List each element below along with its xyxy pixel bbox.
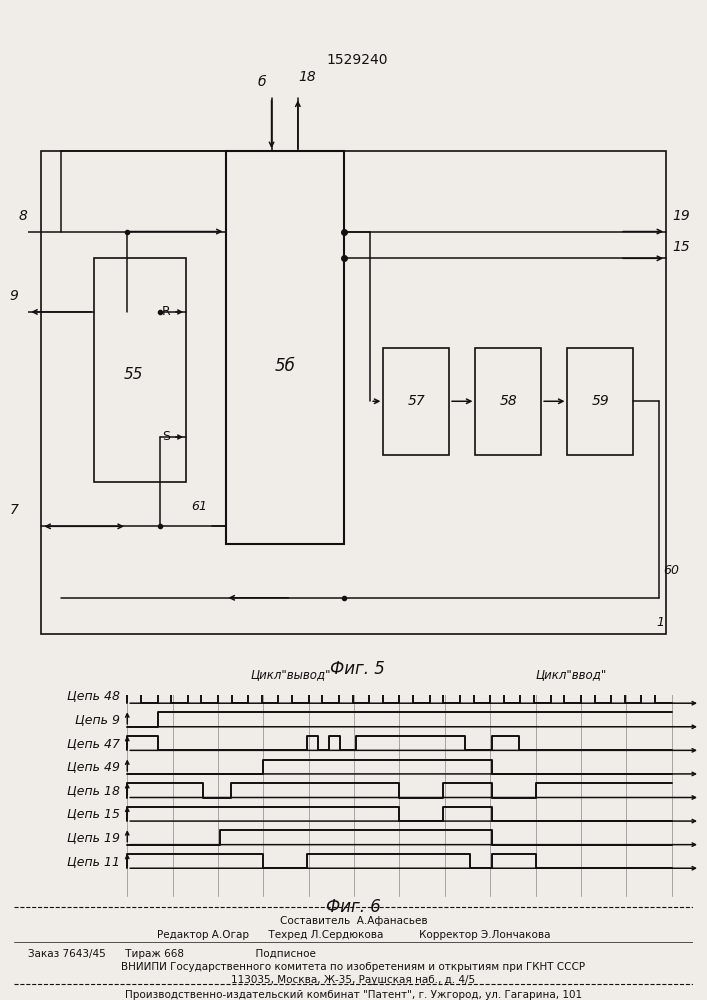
- Text: 19: 19: [672, 209, 691, 223]
- Text: R: R: [162, 305, 170, 318]
- Text: Цепь 18: Цепь 18: [67, 784, 120, 797]
- Text: 60: 60: [662, 564, 679, 578]
- Text: Фиг. 6: Фиг. 6: [326, 898, 381, 916]
- Bar: [568, 348, 633, 455]
- Text: Цепь 47: Цепь 47: [67, 737, 120, 750]
- Text: 55: 55: [124, 367, 144, 382]
- Text: 59: 59: [592, 394, 609, 408]
- Text: S: S: [163, 430, 170, 444]
- Text: Фиг. 5: Фиг. 5: [329, 660, 385, 678]
- Text: Цикл"вывод": Цикл"вывод": [250, 668, 331, 681]
- Text: б: б: [257, 75, 266, 89]
- Text: Цикл"ввод": Цикл"ввод": [535, 668, 607, 681]
- Text: 7: 7: [9, 503, 18, 517]
- Bar: [226, 151, 344, 544]
- Text: 8: 8: [18, 209, 28, 223]
- Text: Редактор А.Огар      Техред Л.Сердюкова           Корректор Э.Лончакова: Редактор А.Огар Техред Л.Сердюкова Корре…: [157, 930, 550, 940]
- Text: Производственно-издательский комбинат "Патент", г. Ужгород, ул. Гагарина, 101: Производственно-издательский комбинат "П…: [125, 990, 582, 1000]
- Bar: [42, 151, 666, 634]
- Text: 15: 15: [672, 240, 691, 254]
- Text: Цепь 19: Цепь 19: [67, 831, 120, 844]
- Bar: [475, 348, 541, 455]
- Text: 113035, Москва, Ж-35, Раушская наб., д. 4/5: 113035, Москва, Ж-35, Раушская наб., д. …: [231, 975, 476, 985]
- Text: 61: 61: [191, 500, 207, 513]
- Text: Цепь 49: Цепь 49: [67, 760, 120, 773]
- Text: Составитель  А.Афанасьев: Составитель А.Афанасьев: [280, 916, 427, 926]
- Text: 58: 58: [499, 394, 517, 408]
- Text: 1529240: 1529240: [327, 53, 387, 67]
- Text: Цепь 15: Цепь 15: [67, 807, 120, 820]
- Text: Цепь 48: Цепь 48: [67, 690, 120, 703]
- Text: Заказ 7643/45      Тираж 668                      Подписное: Заказ 7643/45 Тираж 668 Подписное: [28, 949, 315, 959]
- Bar: [94, 258, 186, 482]
- Text: ВНИИПИ Государственного комитета по изобретениям и открытиям при ГКНТ СССР: ВНИИПИ Государственного комитета по изоб…: [122, 962, 585, 972]
- Text: 5б: 5б: [274, 357, 295, 375]
- Bar: [383, 348, 449, 455]
- Text: 18: 18: [298, 70, 315, 84]
- Text: 57: 57: [407, 394, 425, 408]
- Text: 1: 1: [656, 616, 664, 629]
- Text: Цепь 11: Цепь 11: [67, 855, 120, 868]
- Text: Цепь 9: Цепь 9: [75, 713, 120, 726]
- Text: 9: 9: [9, 289, 18, 303]
